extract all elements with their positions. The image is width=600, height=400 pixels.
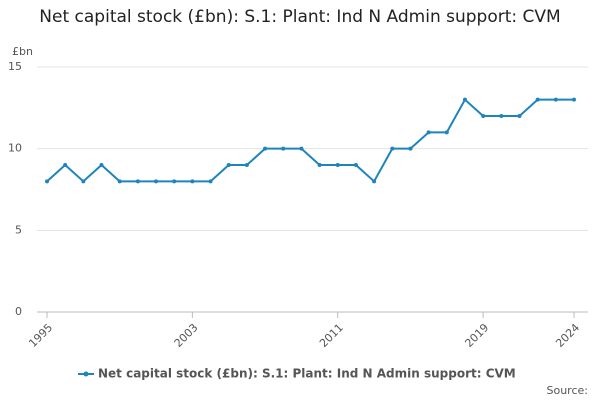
x-tick-label: 2019	[462, 321, 491, 350]
point	[81, 179, 86, 184]
line	[46, 98, 574, 183]
point	[353, 163, 358, 167]
legend-marker	[83, 371, 89, 377]
point	[335, 163, 340, 167]
point	[408, 146, 413, 151]
y-axis-label: £bn	[12, 45, 33, 58]
point	[63, 163, 68, 167]
point	[535, 97, 540, 102]
point	[117, 179, 122, 184]
legend-label: Net capital stock (£bn): S.1: Plant: Ind…	[98, 367, 516, 381]
point	[244, 163, 249, 167]
point	[390, 146, 395, 151]
point	[281, 146, 286, 151]
y-tick-label: 0	[15, 305, 22, 318]
point	[317, 163, 322, 167]
point	[572, 97, 576, 102]
point	[517, 114, 522, 118]
source: Source:	[547, 384, 589, 397]
point	[154, 179, 159, 184]
point	[263, 146, 268, 151]
point	[208, 179, 213, 184]
point	[135, 179, 140, 184]
x-tick-label: 2011	[317, 321, 346, 350]
point	[499, 114, 504, 118]
point	[99, 163, 104, 167]
point	[462, 97, 467, 102]
chart-title: Net capital stock (£bn): S.1: Plant: Ind…	[39, 7, 561, 27]
x-tick-label: 1995	[26, 321, 55, 350]
point	[226, 163, 231, 167]
point	[481, 114, 486, 118]
point	[553, 97, 558, 102]
point	[45, 179, 49, 184]
point	[372, 179, 377, 184]
y-tick-label: 10	[8, 142, 22, 155]
x-tick-label: 2024	[553, 321, 582, 350]
y-tick-label: 15	[8, 60, 22, 73]
point	[444, 130, 449, 135]
x-tick-label: 2003	[172, 321, 201, 350]
point	[172, 179, 177, 184]
point	[299, 146, 304, 151]
point	[190, 179, 195, 184]
y-tick-label: 5	[15, 223, 22, 236]
point	[426, 130, 431, 135]
